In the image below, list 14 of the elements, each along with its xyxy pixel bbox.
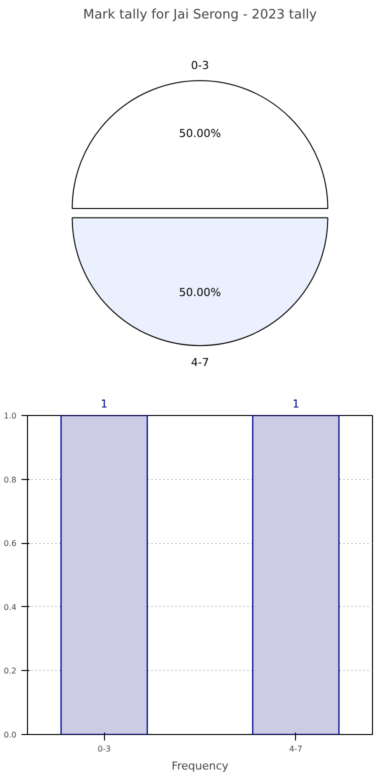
data-label: 50.00% — [179, 127, 221, 140]
slice-label: 4-7 — [191, 356, 209, 370]
y-tick-label: 0.8 — [4, 475, 17, 484]
slice-label: 0-3 — [191, 59, 209, 72]
y-tick-label: 0.6 — [4, 539, 17, 548]
y-tick-label: 1.0 — [4, 412, 17, 420]
data-label: 1 — [100, 398, 108, 410]
chart-title: Mark tally for Jai Serong - 2023 tally — [83, 8, 318, 22]
y-tick-label: 0.4 — [4, 602, 17, 612]
y-tick-label: 0.2 — [4, 666, 17, 676]
y-tick-label: 0.0 — [4, 730, 17, 740]
data-label: 50.00% — [179, 286, 221, 300]
x-axis-title: Frequency — [172, 760, 229, 772]
data-label: 1 — [292, 398, 300, 410]
